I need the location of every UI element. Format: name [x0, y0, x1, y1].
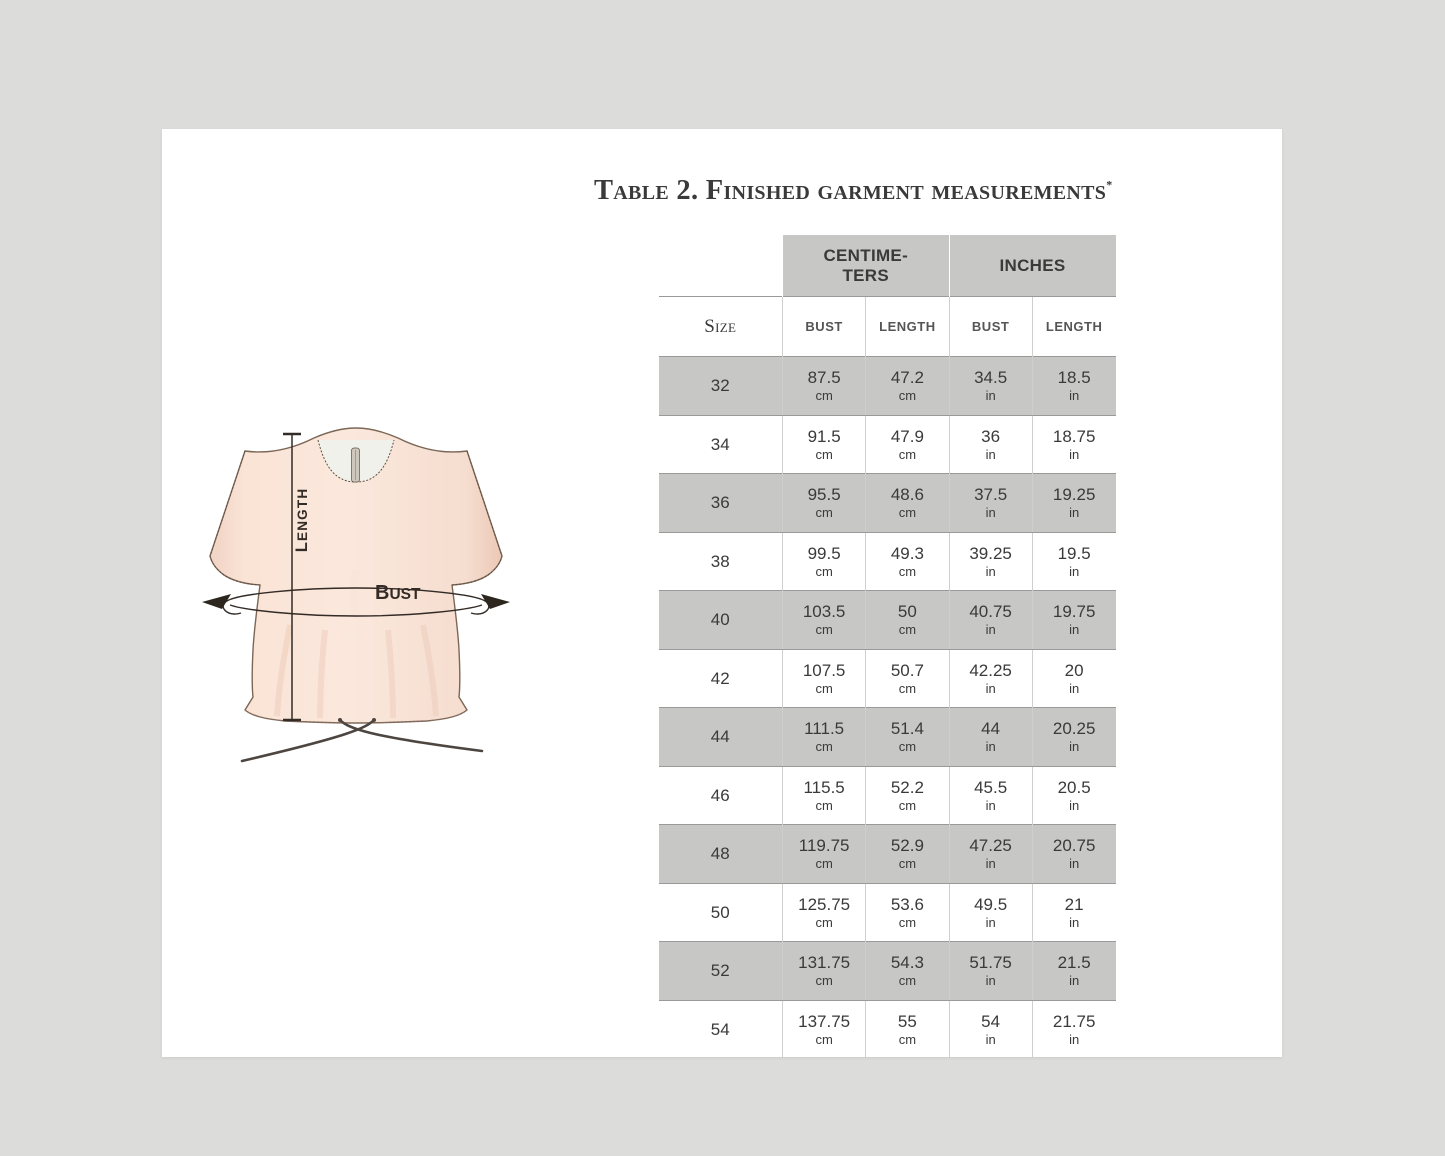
svg-text:BUST: BUST — [375, 582, 421, 604]
svg-text:LENGTH: LENGTH — [293, 488, 311, 553]
